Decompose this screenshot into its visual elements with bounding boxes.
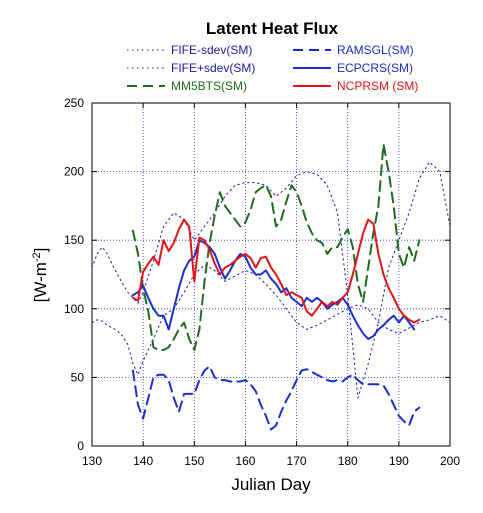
x-axis-ticks: 130 140 150 160 170 180 190 200 [82, 103, 460, 468]
y-axis-label-base: [W-m [31, 262, 50, 302]
series-line-ramsgl-sm [131, 365, 421, 431]
y-tick-label: 0 [77, 439, 84, 453]
legend-label-fife-sdev-sm: FIFE-sdev(SM) [171, 43, 252, 57]
legend: FIFE-sdev(SM) FIFE+sdev(SM) MM5BTS(SM) RAMS… [127, 43, 418, 93]
x-tick-label: 140 [133, 454, 153, 468]
x-tick-label: 190 [389, 454, 409, 468]
series-line-mm5bts-sm [131, 143, 421, 351]
x-tick-label: 200 [440, 454, 460, 468]
y-axis-label-close: ] [31, 248, 50, 253]
y-axis-label-exponent: -2 [31, 252, 43, 262]
y-tick-label: 200 [64, 165, 84, 179]
y-tick-label: 50 [71, 370, 85, 384]
series-line-fife-sdev-sm [91, 264, 451, 376]
x-tick-label: 150 [184, 454, 204, 468]
series-line-ecpcrs-sm [131, 239, 416, 340]
legend-label-mm5bts-sm: MM5BTS(SM) [171, 79, 247, 93]
x-tick-label: 130 [82, 454, 102, 468]
y-tick-label: 100 [64, 302, 84, 316]
y-tick-label: 250 [64, 96, 84, 110]
y-axis-label: [W-m-2] [31, 248, 50, 303]
y-axis-ticks: 0 50 100 150 200 250 [64, 96, 450, 453]
plot-frame [91, 102, 451, 447]
series-line-ncprsm-sm [131, 218, 421, 324]
legend-label-ecpcrs-sm: ECPCRS(SM) [337, 61, 413, 75]
x-tick-label: 160 [235, 454, 255, 468]
grid [92, 103, 450, 446]
y-tick-label: 150 [64, 233, 84, 247]
series-line-fife-sdev-sm [91, 161, 451, 399]
legend-label-ramsgl-sm: RAMSGL(SM) [337, 43, 414, 57]
legend-label-ncprsm-sm: NCPRSM (SM) [337, 79, 418, 93]
x-tick-label: 170 [287, 454, 307, 468]
x-tick-label: 180 [338, 454, 358, 468]
x-axis-label: Julian Day [231, 475, 311, 494]
chart-title: Latent Heat Flux [206, 19, 339, 38]
legend-label-fife-sdev-sm: FIFE+sdev(SM) [171, 61, 255, 75]
series-layer [91, 143, 451, 431]
